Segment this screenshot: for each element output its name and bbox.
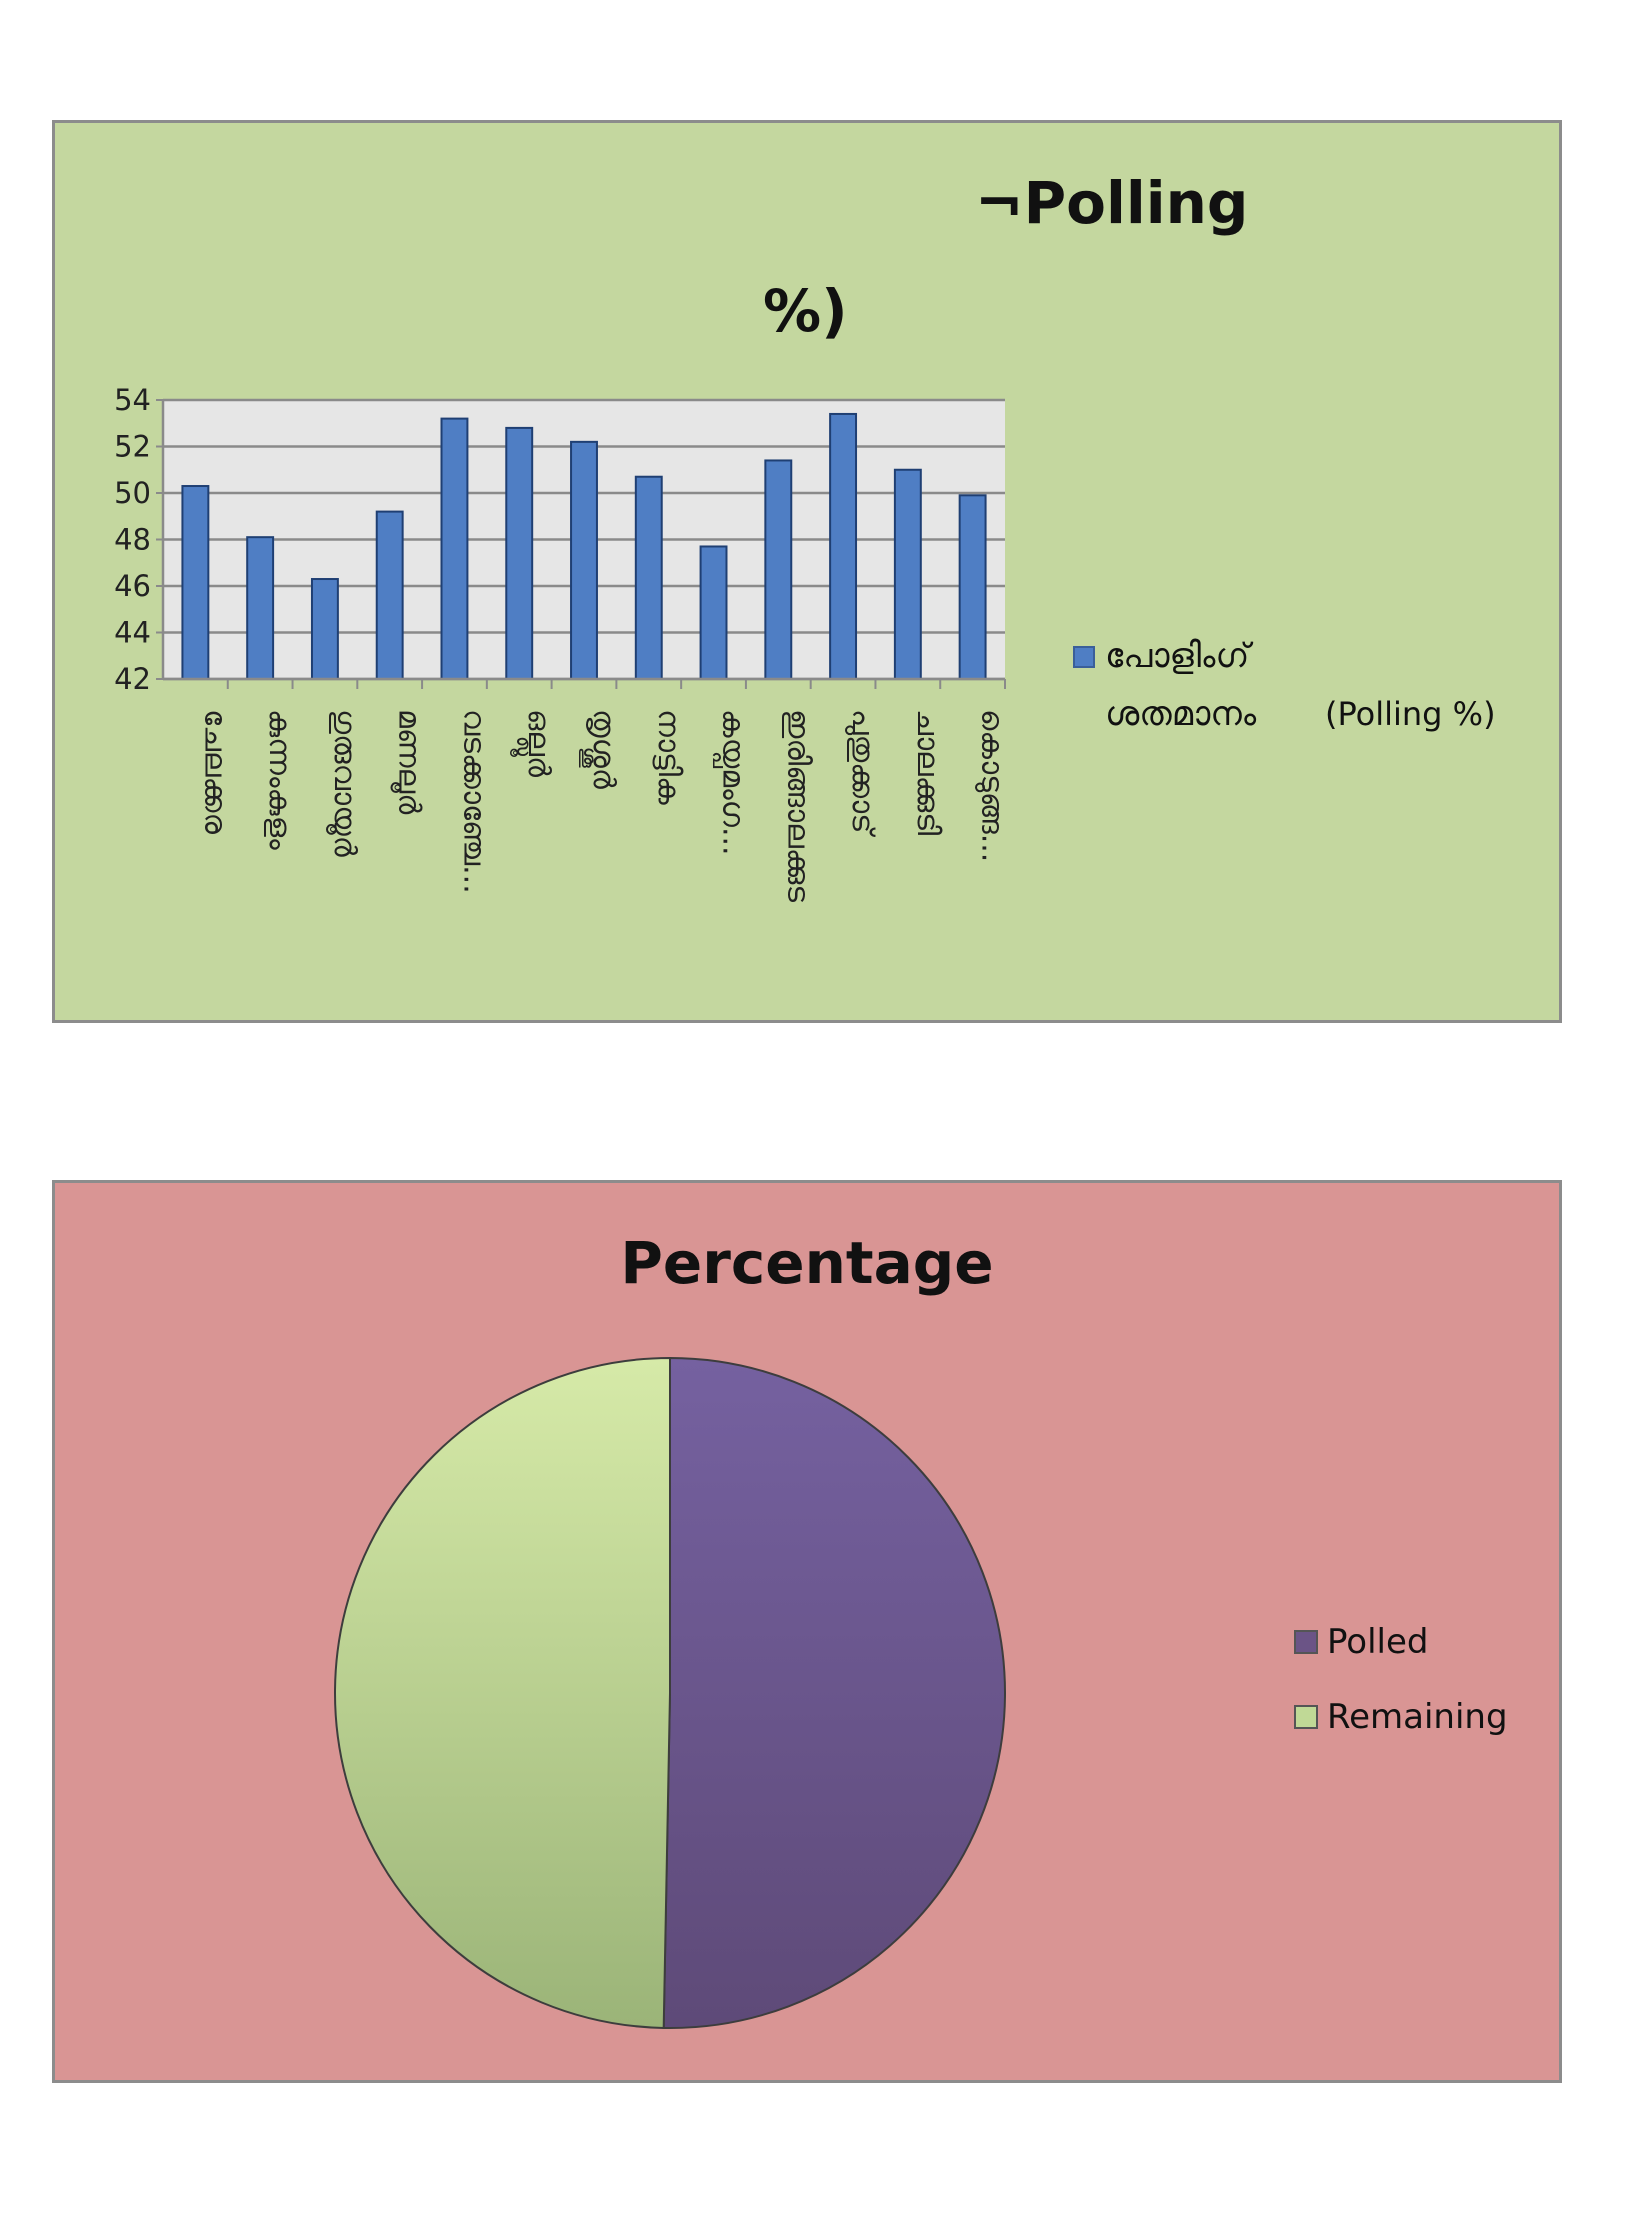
bar (505, 426, 534, 680)
bar-chart-title-line1: ¬Polling (975, 169, 1248, 237)
legend-label-line2b: (Polling %) (1325, 695, 1496, 733)
x-category-label: വടക്കാഞ്ചേ... (456, 709, 491, 894)
bar (958, 494, 987, 681)
x-category-label: കുന്നംകുളം (262, 709, 297, 850)
bar (699, 545, 728, 680)
pie-chart-panel: Percentage Polled Remaining (52, 1180, 1562, 2083)
bar (181, 485, 210, 680)
bar (634, 475, 663, 680)
bar-chart-title-line2: %) (763, 277, 848, 345)
bar (246, 536, 275, 680)
bar-chart-panel: ¬Polling %) 42 44 46 48 50 52 54 ചേലക്കര കുന്നം… (52, 120, 1562, 1023)
y-tick-label: 54 (114, 383, 151, 417)
y-tick-label: 42 (114, 662, 151, 696)
y-tick-label: 46 (114, 569, 151, 603)
bar (570, 440, 598, 680)
bar-chart: ¬Polling %) 42 44 46 48 50 52 54 ചേലക്കര കുന്നം… (114, 169, 1496, 902)
pie-legend: Polled Remaining (1294, 1622, 1508, 1737)
bar (764, 459, 793, 681)
legend-label-polled: Polled (1327, 1622, 1429, 1662)
y-axis-ticks: 42 44 46 48 50 52 54 (114, 383, 163, 696)
x-category-label: ഇരിങ്ങാലക്കുട (780, 709, 815, 902)
x-category-label: കയ്പമംഗ... (713, 709, 751, 856)
pie-chart-title: Percentage (620, 1229, 993, 1297)
y-tick-label: 50 (114, 476, 151, 510)
legend-swatch-polled (1294, 1630, 1318, 1654)
legend-swatch (1073, 646, 1095, 668)
pie-slice-remaining (334, 1356, 671, 2029)
bar (310, 578, 339, 680)
pie-slices (334, 1356, 1007, 2029)
x-category-label: ചാലക്കുടി (910, 709, 945, 836)
legend-label-line1: പോളിംഗ് (1105, 636, 1253, 676)
y-tick-label: 48 (114, 523, 151, 557)
legend-label-line2: ശതമാനം (1105, 694, 1257, 734)
x-category-label: തൃശ്ശൂർ (578, 709, 621, 789)
x-category-label: ഒല്ലൂർ (510, 709, 556, 777)
pie-slice-polled (662, 1356, 1007, 2029)
x-category-label: കൊടുങ്ങ... (975, 709, 1010, 862)
x-category-label: മണലൂർ (391, 709, 427, 814)
axes (161, 400, 1005, 681)
y-tick-label: 44 (114, 616, 151, 650)
y-tick-label: 52 (114, 430, 151, 464)
bar (375, 510, 404, 680)
x-category-label: ചേലക്കര (197, 709, 232, 834)
legend-swatch-remaining (1294, 1705, 1318, 1729)
x-category-label: ഗുരുവായൂർ (326, 709, 362, 857)
x-category-label: നാട്ടിക (651, 709, 686, 805)
x-category-label: പുതുക്കാട് (845, 709, 880, 838)
x-axis-categories: ചേലക്കര കുന്നംകുളം ഗുരുവായൂർ മണലൂർ വടക്കാഞ്ച… (197, 679, 1010, 902)
bar (440, 417, 469, 680)
bar (829, 412, 858, 680)
bar (893, 468, 922, 680)
pie-chart: Percentage Polled Remaining (334, 1229, 1508, 2029)
legend-label-remaining: Remaining (1327, 1697, 1508, 1737)
